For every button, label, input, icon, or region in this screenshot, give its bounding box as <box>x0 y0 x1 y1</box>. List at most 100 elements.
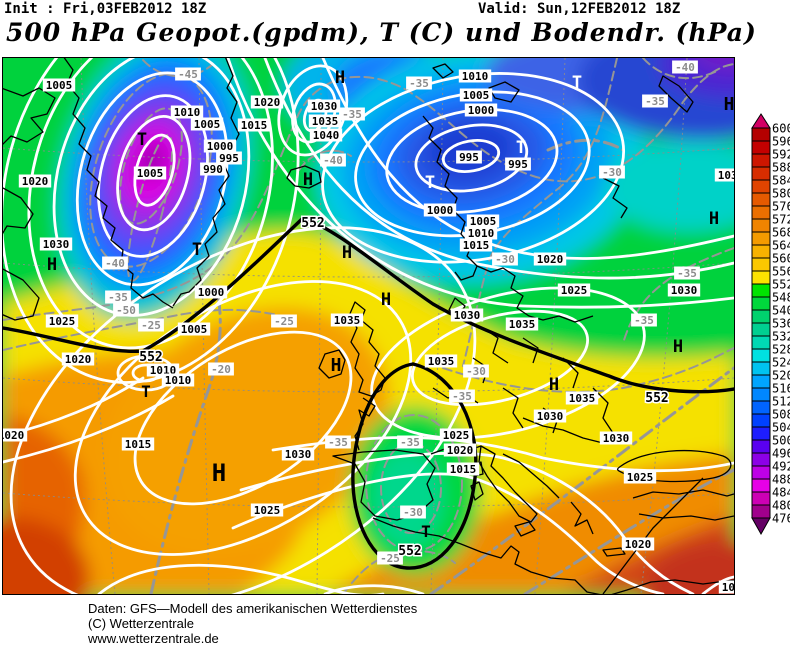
svg-text:552: 552 <box>645 391 668 406</box>
svg-text:1035: 1035 <box>428 355 455 368</box>
svg-text:552: 552 <box>139 350 162 365</box>
scale-tick-label: 588 <box>772 161 790 175</box>
svg-text:-45: -45 <box>178 68 198 81</box>
pressure-label: 1010 <box>170 105 204 119</box>
temperature-label: -45 <box>175 67 201 81</box>
high-center-marker: H <box>303 170 313 190</box>
low-center-marker: T <box>425 173 435 193</box>
svg-text:1030: 1030 <box>603 432 630 445</box>
svg-text:-35: -35 <box>409 77 429 90</box>
pressure-label: 1005 <box>177 322 211 336</box>
scale-tick-label: 560 <box>772 252 790 266</box>
svg-text:-35: -35 <box>634 314 654 327</box>
pressure-label: 1005 <box>42 78 76 92</box>
pressure-label: 1025 <box>250 503 284 517</box>
temperature-label: -35 <box>325 435 351 449</box>
temperature-label: -20 <box>208 362 234 376</box>
scale-tick-label: 508 <box>772 408 790 422</box>
svg-text:1010: 1010 <box>165 374 192 387</box>
svg-text:H: H <box>381 290 391 310</box>
temperature-label: -35 <box>674 266 700 280</box>
pressure-label: 1035 <box>330 313 364 327</box>
pressure-label: 1030 <box>281 447 315 461</box>
scale-tick-label: 564 <box>772 239 790 253</box>
svg-text:1025: 1025 <box>627 471 654 484</box>
svg-text:1020: 1020 <box>447 444 474 457</box>
scale-cell <box>751 205 771 220</box>
svg-text:1030: 1030 <box>311 100 338 113</box>
temperature-label: -35 <box>642 94 668 108</box>
scale-cell <box>751 400 771 415</box>
svg-text:1035: 1035 <box>509 318 536 331</box>
svg-text:H: H <box>331 355 342 376</box>
scale-arrow-bottom <box>751 517 771 536</box>
scale-tick-label: 568 <box>772 226 790 240</box>
svg-text:1025: 1025 <box>254 504 281 517</box>
scale-cell <box>751 283 771 298</box>
svg-text:1035: 1035 <box>569 392 596 405</box>
high-center-marker: H <box>342 243 352 263</box>
svg-text:-35: -35 <box>328 436 348 449</box>
pressure-label: 1020 <box>443 443 477 457</box>
pressure-label: 1000 <box>423 203 457 217</box>
high-center-marker: H <box>549 375 559 395</box>
svg-text:1005: 1005 <box>137 167 164 180</box>
svg-text:990: 990 <box>203 163 223 176</box>
svg-text:1010: 1010 <box>468 227 495 240</box>
svg-text:1025: 1025 <box>443 429 470 442</box>
pressure-label: 990 <box>200 162 226 176</box>
scale-tick-label: 576 <box>772 200 790 214</box>
pressure-label: 1020 <box>61 352 95 366</box>
svg-text:1010: 1010 <box>462 70 489 83</box>
temperature-label: -50 <box>113 303 139 317</box>
scale-tick-label: 580 <box>772 187 790 201</box>
temperature-label: -25 <box>377 551 403 565</box>
color-scale: 6005965925885845805765725685645605565525… <box>751 113 790 536</box>
high-center-marker: H <box>673 337 683 357</box>
svg-text:-20: -20 <box>211 363 231 376</box>
pressure-label: 995 <box>216 151 242 165</box>
svg-text:1040: 1040 <box>313 129 340 142</box>
svg-text:H: H <box>549 375 559 395</box>
svg-text:1020: 1020 <box>22 175 49 188</box>
svg-text:-30: -30 <box>602 166 622 179</box>
scale-tick-label: 592 <box>772 148 790 162</box>
geopotential-label: 552 <box>397 543 423 561</box>
pressure-label: 1025 <box>439 428 473 442</box>
geopotential-label: 552 <box>138 349 164 367</box>
pressure-label: 1025 <box>557 283 591 297</box>
svg-text:995: 995 <box>459 151 479 164</box>
pressure-label: 1005 <box>459 88 493 102</box>
svg-text:-35: -35 <box>108 291 128 304</box>
svg-text:H: H <box>212 459 226 487</box>
scale-cell <box>751 192 771 207</box>
svg-text:1020: 1020 <box>65 353 92 366</box>
scale-tick-label: 524 <box>772 356 790 370</box>
scale-tick-label: 548 <box>772 291 790 305</box>
svg-text:995: 995 <box>219 152 239 165</box>
svg-text:T: T <box>572 73 582 93</box>
pressure-label: 1030 <box>533 409 567 423</box>
high-center-marker: H <box>212 459 226 487</box>
scale-cell <box>751 335 771 350</box>
scale-tick-label: 600 <box>772 122 790 136</box>
svg-text:T: T <box>137 130 147 150</box>
svg-text:1010: 1010 <box>174 106 201 119</box>
pressure-label: 1035 <box>505 317 539 331</box>
pressure-label: 1020 <box>0 428 28 442</box>
low-center-marker: T <box>421 522 431 541</box>
pressure-label: 1030 <box>39 237 73 251</box>
low-center-marker: T <box>141 382 151 401</box>
svg-text:T: T <box>141 382 151 401</box>
pressure-label: 1015 <box>446 462 480 476</box>
svg-text:1030: 1030 <box>537 410 564 423</box>
scale-tick-label: 476 <box>772 512 790 526</box>
svg-text:-40: -40 <box>675 61 695 74</box>
high-center-marker: H <box>335 68 345 88</box>
pressure-label: 1030 <box>450 308 484 322</box>
scale-tick-label: 488 <box>772 473 790 487</box>
page-title: 500 hPa Geopot.(gpdm), T (C) und Bodendr… <box>6 18 757 47</box>
footer-data-source: Daten: GFS—Modell des amerikanischen Wet… <box>88 601 418 616</box>
scale-tick-label: 532 <box>772 330 790 344</box>
